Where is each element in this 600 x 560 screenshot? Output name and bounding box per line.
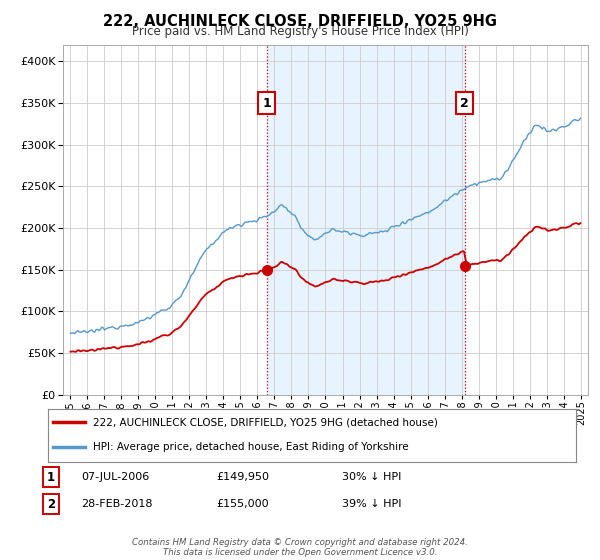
Bar bbox=[266, 45, 464, 395]
Text: 28-FEB-2018: 28-FEB-2018 bbox=[81, 499, 152, 509]
Text: Price paid vs. HM Land Registry's House Price Index (HPI): Price paid vs. HM Land Registry's House … bbox=[131, 25, 469, 38]
Text: HPI: Average price, detached house, East Riding of Yorkshire: HPI: Average price, detached house, East… bbox=[93, 442, 409, 452]
Text: 1: 1 bbox=[47, 470, 55, 484]
Text: 2: 2 bbox=[460, 97, 469, 110]
Text: 2: 2 bbox=[47, 497, 55, 511]
Text: £149,950: £149,950 bbox=[216, 472, 269, 482]
Text: 222, AUCHINLECK CLOSE, DRIFFIELD, YO25 9HG: 222, AUCHINLECK CLOSE, DRIFFIELD, YO25 9… bbox=[103, 14, 497, 29]
Text: £155,000: £155,000 bbox=[216, 499, 269, 509]
Text: 1: 1 bbox=[262, 97, 271, 110]
Text: Contains HM Land Registry data © Crown copyright and database right 2024.
This d: Contains HM Land Registry data © Crown c… bbox=[132, 538, 468, 557]
Text: 222, AUCHINLECK CLOSE, DRIFFIELD, YO25 9HG (detached house): 222, AUCHINLECK CLOSE, DRIFFIELD, YO25 9… bbox=[93, 417, 438, 427]
Text: 07-JUL-2006: 07-JUL-2006 bbox=[81, 472, 149, 482]
Text: 30% ↓ HPI: 30% ↓ HPI bbox=[342, 472, 401, 482]
Text: 39% ↓ HPI: 39% ↓ HPI bbox=[342, 499, 401, 509]
